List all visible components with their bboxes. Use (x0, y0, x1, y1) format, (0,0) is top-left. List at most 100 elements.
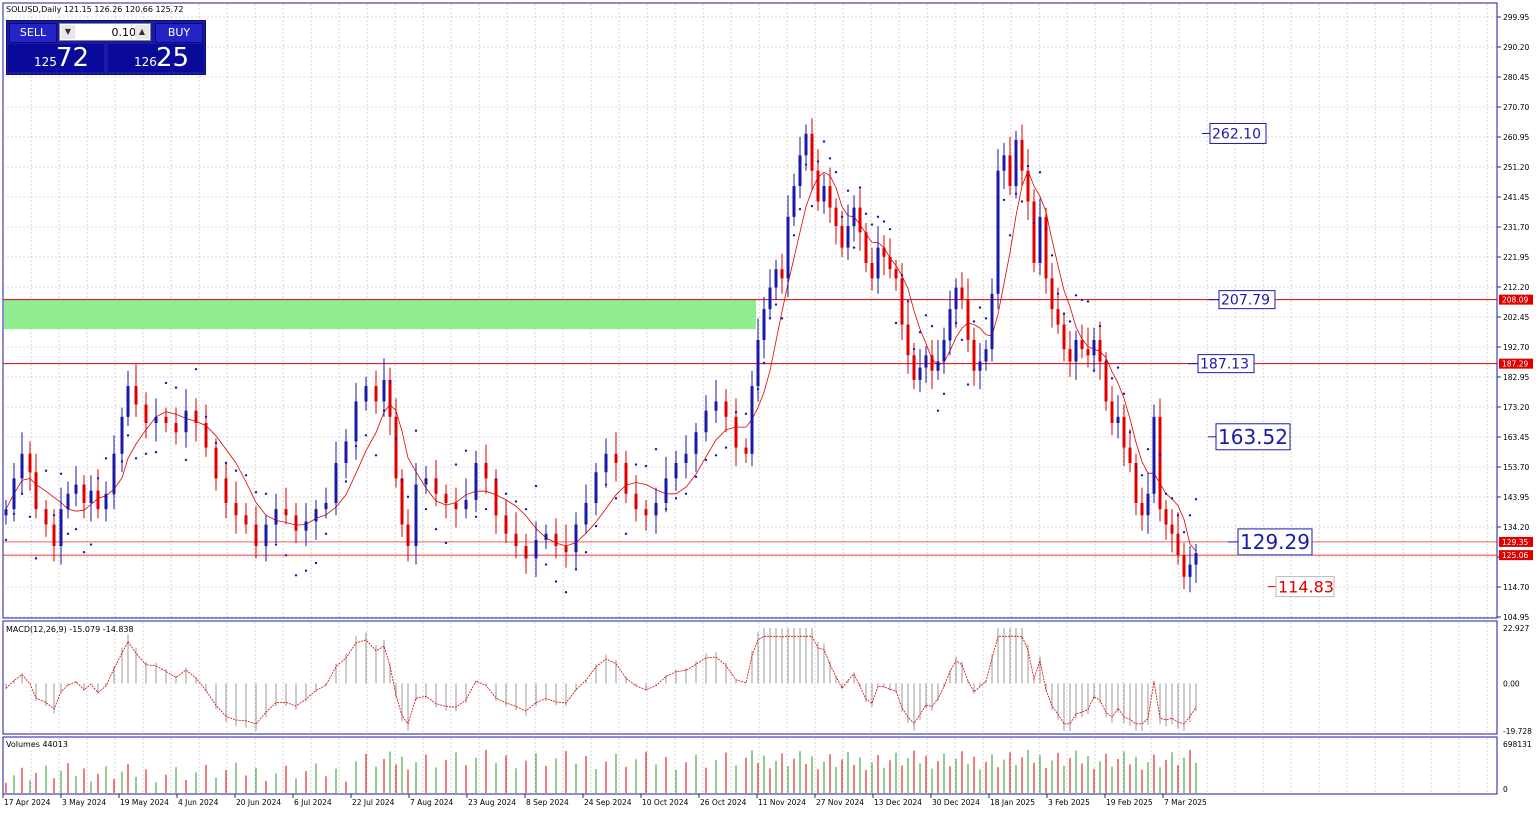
candle-body (244, 515, 248, 525)
psar-dot (1032, 221, 1036, 225)
candle-body (174, 423, 178, 433)
candle-body (792, 186, 796, 217)
candle-body (694, 432, 698, 454)
candle-body (674, 463, 678, 479)
candle-body (744, 447, 748, 454)
price-tick-label: 153.70 (1503, 463, 1529, 472)
psar-dot (1134, 466, 1138, 469)
psar-dot (154, 451, 158, 454)
psar-dot (1152, 464, 1156, 468)
level-badges: 208.09 187.29 129.35 125.06 (1499, 294, 1533, 561)
buy-button[interactable]: BUY (155, 23, 203, 43)
psar-dot (1188, 514, 1192, 517)
psar-dot (554, 580, 558, 583)
candle-body (454, 503, 458, 510)
candle-body (1104, 361, 1108, 402)
candle-body (984, 349, 988, 362)
candle-body (344, 441, 348, 463)
psar-dot (66, 532, 70, 535)
candle-body (154, 416, 158, 423)
psar-dot (936, 409, 940, 412)
psar-dot (774, 303, 778, 306)
price-label-text: 187.13 (1200, 357, 1249, 373)
psar-dot (1008, 234, 1012, 237)
lot-size-stepper[interactable]: ▼ ▲ (59, 23, 151, 41)
psar-dot (768, 317, 772, 320)
psar-dot (634, 463, 638, 466)
psar-dot (304, 569, 308, 572)
lot-size-input[interactable] (78, 25, 136, 39)
buy-price[interactable]: 126 25 (108, 44, 204, 72)
candle-body (406, 524, 410, 547)
psar-dot (344, 480, 348, 483)
candle-body (876, 247, 880, 279)
psar-dot (120, 460, 124, 463)
parabolic-sar-dots (4, 140, 1198, 594)
psar-dot (1080, 298, 1084, 302)
psar-dot (52, 514, 56, 517)
psar-dot (1146, 447, 1150, 451)
psar-dot (334, 497, 338, 500)
candle-body (852, 207, 856, 227)
psar-dot (870, 223, 874, 226)
candle-body (1188, 564, 1192, 577)
psar-dot (584, 551, 588, 554)
psar-dot (400, 478, 404, 482)
psar-dot (544, 563, 548, 566)
psar-dot (924, 314, 928, 317)
price-label-text: 129.29 (1240, 530, 1310, 554)
psar-dot (406, 495, 410, 499)
date-tick-label: 11 Nov 2024 (758, 798, 806, 807)
candle-body (254, 524, 258, 547)
psar-dot (1026, 164, 1030, 168)
candle-body (434, 478, 438, 494)
macd-indicator: 22.927 0.00 -19.728 (5, 624, 1532, 736)
candle-body (1170, 524, 1174, 534)
psar-dot (864, 212, 868, 215)
symbol-line: SOLUSD,Daily 121.15 126.26 120.66 125.72 (6, 5, 183, 14)
candle-body (972, 339, 976, 371)
sell-price-prefix: 125 (34, 55, 57, 69)
psar-dot (798, 207, 802, 211)
psar-dot (274, 543, 278, 546)
increase-lot-icon[interactable]: ▲ (135, 25, 149, 39)
candle-body (204, 423, 208, 448)
psar-dot (574, 567, 578, 571)
price-tick-label: 104.95 (1503, 613, 1529, 622)
price-labels[interactable]: 207.79 187.13 129.29 262.10 163.52 114.83 (1188, 122, 1335, 598)
candle-body (1146, 493, 1150, 516)
supply-zone-rect (4, 299, 756, 330)
candle-body (888, 256, 892, 270)
candle-body (524, 546, 528, 559)
candle-body (388, 379, 392, 417)
candle-body (112, 453, 116, 494)
candle-body (224, 478, 228, 503)
candle-body (1098, 339, 1102, 362)
candle-body (762, 309, 766, 340)
candle-body (334, 463, 338, 503)
candle-body (864, 232, 868, 263)
candle-body (954, 287, 958, 310)
decrease-lot-icon[interactable]: ▼ (61, 25, 75, 39)
sell-button[interactable]: SELL (9, 23, 57, 43)
sell-price[interactable]: 125 72 (8, 44, 104, 72)
candle-body (354, 401, 358, 442)
candle-body (1110, 401, 1114, 423)
candle-body (1092, 339, 1096, 356)
psar-dot (1056, 292, 1060, 295)
psar-dot (674, 497, 678, 500)
price-label-box (1215, 423, 1291, 451)
price-tick-label: 290.20 (1503, 43, 1529, 52)
candle-body (1086, 349, 1090, 356)
candle-body (574, 524, 578, 553)
psar-dot (894, 321, 898, 325)
macd-tick-label: -19.728 (1503, 727, 1532, 736)
candle-body (960, 287, 964, 300)
psar-dot (44, 469, 48, 472)
psar-dot (1002, 198, 1006, 202)
candle-body (1002, 155, 1006, 171)
candle-body (1032, 201, 1036, 263)
candle-body (1026, 170, 1030, 202)
psar-dot (89, 543, 93, 546)
